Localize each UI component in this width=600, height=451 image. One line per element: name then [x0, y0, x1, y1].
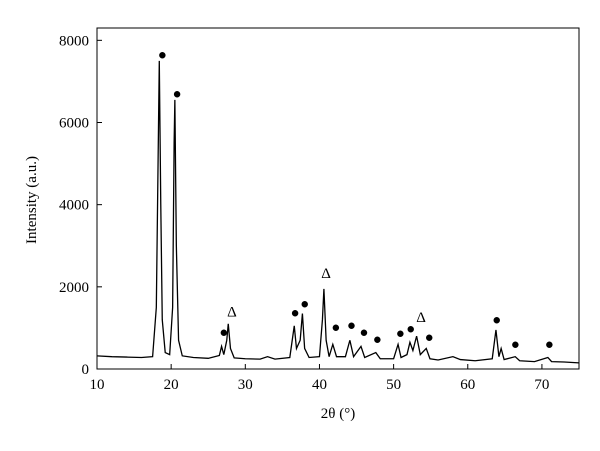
x-tick-label: 40	[312, 377, 327, 393]
annotation: ●	[331, 320, 340, 336]
x-tick-label: 50	[386, 377, 401, 393]
annotation: Δ	[321, 266, 331, 282]
y-tick-label: 2000	[59, 280, 89, 296]
annotation: ●	[396, 326, 405, 342]
annotation: ●	[219, 325, 228, 341]
y-tick-label: 0	[82, 362, 90, 378]
y-tick-label: 6000	[59, 115, 89, 131]
plot-frame	[96, 27, 580, 370]
x-tick-label: 60	[460, 377, 475, 393]
annotation: ●	[158, 47, 167, 63]
annotation: Δ	[416, 310, 426, 326]
annotation: ●	[347, 318, 356, 334]
x-tick-label: 70	[534, 377, 549, 393]
annotation: ●	[373, 332, 382, 348]
annotation: ●	[290, 306, 299, 322]
y-tick-label: 4000	[59, 198, 89, 214]
annotation: Δ	[227, 304, 237, 320]
annotation: ●	[300, 297, 309, 313]
x-tick-label: 10	[90, 377, 105, 393]
x-tick-label: 30	[238, 377, 253, 393]
y-axis-label: Intensity (a.u.)	[24, 156, 40, 244]
annotation: ●	[359, 325, 368, 341]
data-line	[96, 60, 580, 364]
x-axis-label: 2θ (°)	[321, 406, 355, 422]
annotation: ●	[425, 330, 434, 346]
annotation: ●	[173, 87, 182, 103]
annotation: ●	[545, 337, 554, 353]
annotation: ●	[492, 313, 501, 329]
y-tick-label: 8000	[59, 33, 89, 49]
annotation: ●	[406, 322, 415, 338]
annotation: ●	[511, 337, 520, 353]
x-tick-label: 20	[164, 377, 179, 393]
